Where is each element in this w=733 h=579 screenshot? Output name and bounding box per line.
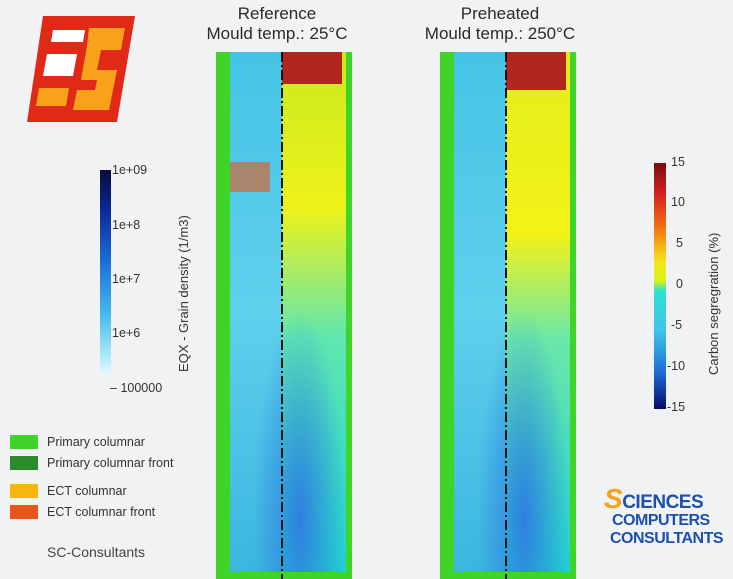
legend-item-primary-columnar: Primary columnar xyxy=(10,433,173,451)
seg-tick-6: -10 xyxy=(667,359,686,373)
legend-swatch xyxy=(10,505,38,519)
legend-label: Primary columnar front xyxy=(47,456,174,470)
reference-title-line2: Mould temp.: 25°C xyxy=(206,24,348,43)
preheated-title-line1: Preheated xyxy=(460,4,540,23)
sc-logo xyxy=(25,10,145,128)
carbon-segregation-colorbar xyxy=(654,163,666,409)
legend-item-primary-columnar-front: Primary columnar front xyxy=(10,454,173,472)
grain-density-colorbar xyxy=(100,170,111,374)
grain-tick-1: 1e+09 xyxy=(112,163,148,177)
brand-line1: CIENCES xyxy=(622,492,704,513)
legend-swatch xyxy=(10,484,38,498)
company-label: SC-Consultants xyxy=(47,544,146,560)
sciences-computers-consultants-logo: SCIENCES COMPUTERS CONSULTANTS xyxy=(604,485,730,572)
brand-line2: COMPUTERS xyxy=(612,512,710,529)
brand-initial: S xyxy=(604,483,623,514)
seg-tick-5: -5 xyxy=(671,318,683,332)
seg-tick-1: 15 xyxy=(671,155,685,169)
grain-tick-5: – 100000 xyxy=(110,381,163,395)
preheated-simulation-image xyxy=(440,52,576,579)
grain-tick-3: 1e+7 xyxy=(112,272,141,286)
grain-density-title: EQX - Grain density (1/m3) xyxy=(176,215,191,372)
grain-tick-4: 1e+6 xyxy=(112,326,141,340)
preheated-title-line2: Mould temp.: 250°C xyxy=(424,24,576,43)
grain-tick-2: 1e+8 xyxy=(112,218,141,232)
seg-tick-2: 10 xyxy=(671,195,685,209)
reference-simulation-image xyxy=(216,52,352,579)
legend-label: ECT columnar front xyxy=(47,505,156,519)
brand-line3: CONSULTANTS xyxy=(610,530,724,547)
seg-tick-7: -15 xyxy=(667,400,686,414)
legend-item-ect-columnar-front: ECT columnar front xyxy=(10,503,173,521)
legend: Primary columnar Primary columnar front … xyxy=(10,433,173,521)
legend-label: Primary columnar xyxy=(47,435,145,449)
legend-swatch xyxy=(10,456,38,470)
carbon-segregation-title: Carbon segregration (%) xyxy=(706,232,721,375)
legend-item-ect-columnar: ECT columnar xyxy=(10,482,173,500)
reference-title-line1: Reference xyxy=(237,4,317,23)
legend-label: ECT columnar xyxy=(47,484,127,498)
preheated-title: Preheated Mould temp.: 250°C xyxy=(400,4,600,44)
seg-tick-4: 0 xyxy=(676,277,683,291)
seg-tick-3: 5 xyxy=(676,236,683,250)
reference-title: Reference Mould temp.: 25°C xyxy=(177,4,377,44)
legend-swatch xyxy=(10,435,38,449)
